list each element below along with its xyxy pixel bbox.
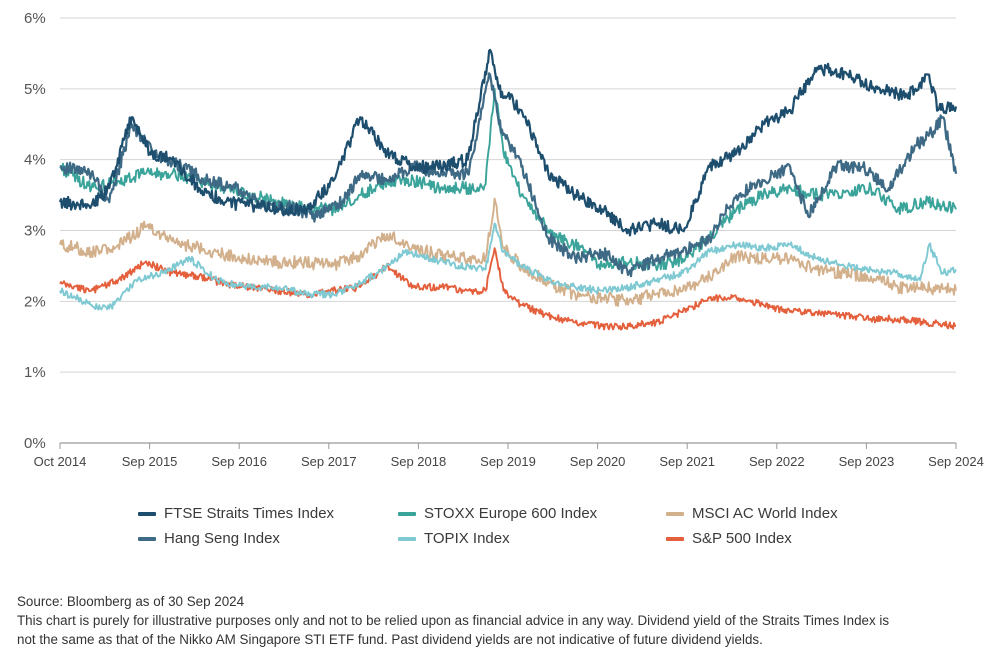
x-tick-label: Sep 2018 [391,454,447,469]
legend-swatch-hang-seng [138,536,156,541]
series-line-hang-seng [59,72,958,278]
x-tick-label: Sep 2022 [749,454,805,469]
dividend-yield-chart: 0% 1% 2% 3% 4% 5% 6% Oct 2014 Sep 2015 Sep 2016 S… [24,10,984,469]
legend: FTSE Straits Times Index STOXX Europe 60… [138,505,898,551]
x-tick-label: Sep 2021 [659,454,715,469]
y-tick-label: 6% [24,10,46,27]
legend-item-sp500: S&P 500 Index [666,530,792,547]
y-tick-label: 2% [24,293,46,310]
legend-item-msci-acwi: MSCI AC World Index [666,505,838,522]
legend-swatch-ftse-sti [138,511,156,516]
legend-item-topix: TOPIX Index [398,530,510,547]
y-axis-ticks: 0% 1% 2% 3% 4% 5% 6% [24,10,46,452]
footer-notes: Source: Bloomberg as of 30 Sep 2024 This… [17,592,987,649]
disclaimer-line-1: This chart is purely for illustrative pu… [17,613,890,628]
x-tick-label: Sep 2024 [928,454,984,469]
series-line-ftse-sti [58,48,958,237]
series-line-sp500 [59,247,957,331]
legend-swatch-sp500 [666,536,684,541]
legend-swatch-stoxx-600 [398,511,416,516]
legend-item-ftse-sti: FTSE Straits Times Index [138,505,334,522]
series-line-msci-acwi [59,197,957,307]
legend-swatch-msci-acwi [666,511,684,516]
y-tick-label: 0% [24,435,46,452]
x-axis-ticks: Oct 2014 Sep 2015 Sep 2016 Sep 2017 Sep 2018… [34,443,984,469]
x-tick-label: Sep 2020 [570,454,626,469]
y-tick-label: 4% [24,152,46,169]
x-tick-label: Sep 2023 [839,454,895,469]
legend-label-msci-acwi: MSCI AC World Index [692,505,838,522]
legend-label-stoxx-600: STOXX Europe 600 Index [424,505,598,522]
legend-item-stoxx-600: STOXX Europe 600 Index [398,505,597,522]
source-note: Source: Bloomberg as of 30 Sep 2024 [17,594,245,609]
legend-label-hang-seng: Hang Seng Index [164,530,280,547]
y-tick-label: 5% [24,81,46,98]
x-tick-label: Sep 2017 [301,454,357,469]
x-tick-label: Oct 2014 [34,454,87,469]
x-tick-label: Sep 2015 [122,454,178,469]
gridlines [60,17,956,444]
legend-label-ftse-sti: FTSE Straits Times Index [164,505,335,522]
x-tick-label: Sep 2019 [480,454,536,469]
y-tick-label: 1% [24,364,46,381]
legend-swatch-topix [398,536,416,541]
disclaimer-line-2: not the same as that of the Nikko AM Sin… [17,632,763,647]
legend-label-topix: TOPIX Index [424,530,510,547]
legend-label-sp500: S&P 500 Index [692,530,792,547]
series-lines [58,48,958,331]
y-tick-label: 3% [24,223,46,240]
legend-item-hang-seng: Hang Seng Index [138,530,280,547]
series-line-topix [59,222,957,311]
x-tick-label: Sep 2016 [211,454,267,469]
